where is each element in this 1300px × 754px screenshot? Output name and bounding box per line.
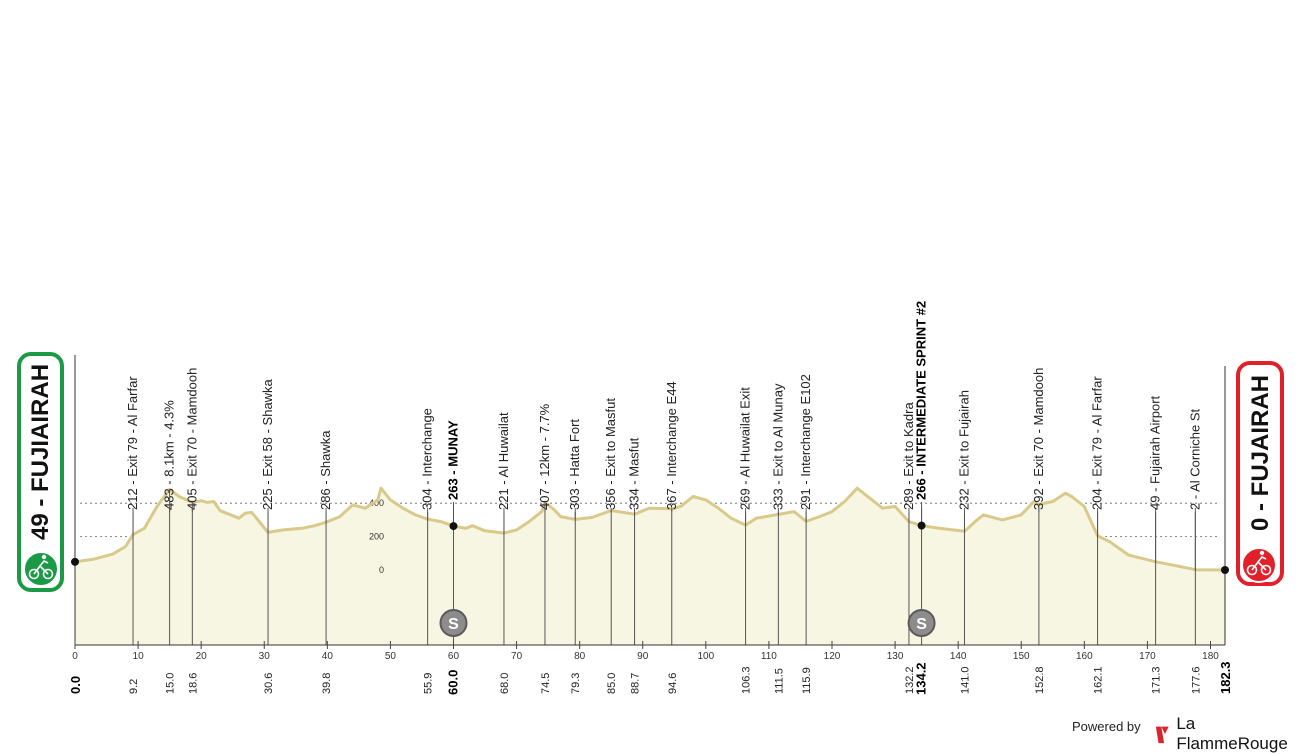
marker-km-label: 111.5 <box>773 668 785 694</box>
marker-km-label: 132.2 <box>904 666 916 694</box>
marker-km-label: 134.2 <box>914 662 929 695</box>
marker-label: 483 - 8.1km - 4.3% <box>162 400 177 510</box>
sprint-point <box>917 521 926 530</box>
flame-icon <box>1155 726 1169 744</box>
x-tick-label: 50 <box>385 651 397 662</box>
sprint-icon-letter: S <box>448 616 459 633</box>
x-tick-label: 100 <box>697 651 714 662</box>
altitude-tick-label: 0 <box>379 565 384 575</box>
marker-km-label: 141.0 <box>959 666 971 694</box>
x-tick-label: 140 <box>950 651 967 662</box>
marker-label: 204 - Exit 79 - Al Farfar <box>1090 376 1105 510</box>
x-tick-label: 170 <box>1139 651 1156 662</box>
marker-km-label: 30.6 <box>263 673 275 694</box>
x-tick-label: 10 <box>133 651 145 662</box>
sprint-icon-circle <box>439 609 468 637</box>
finish-badge-frame <box>1236 361 1284 586</box>
x-tick-label: 80 <box>574 651 586 662</box>
endpoint-dot <box>71 557 79 566</box>
marker-km-label: 106.3 <box>741 666 753 694</box>
marker-label: 356 - Exit to Masfut <box>603 398 618 510</box>
marker-km-label: 15.0 <box>165 673 177 694</box>
marker-km-label: 152.8 <box>1034 666 1046 694</box>
endpoint-km-label: 0.0 <box>68 676 83 694</box>
marker-km-label: 162.1 <box>1093 666 1105 694</box>
marker-km-label: 85.0 <box>606 673 618 694</box>
marker-km-label: 74.5 <box>540 673 552 694</box>
cyclist-finish-icon <box>1241 547 1277 583</box>
marker-label: 286 - Shawka <box>318 430 333 510</box>
marker-label: 212 - Exit 79 - Al Farfar <box>125 376 140 510</box>
profile-area: 0 200 400 <box>74 486 1226 645</box>
marker-label: 49 - Fujairah Airport <box>1148 395 1163 510</box>
altitude-tick-label: 200 <box>369 532 384 542</box>
endpoint-km-label: 182.3 <box>1218 661 1233 694</box>
altitude-tick-label: 400 <box>369 498 384 508</box>
marker-km-label: 39.8 <box>321 673 333 694</box>
brand-logo[interactable]: La FlammeRouge <box>1154 714 1300 754</box>
marker-km-label: 18.6 <box>187 673 199 694</box>
marker-label: 303 - Hatta Fort <box>567 419 582 510</box>
start-badge-frame <box>17 352 64 592</box>
finish-badge: 0 - FUJAIRAH <box>1236 361 1284 586</box>
marker-label: 304 - Interchange <box>420 408 435 510</box>
x-tick-label: 130 <box>887 651 904 662</box>
x-tick-label: 180 <box>1202 651 1219 662</box>
endpoint-layer: 0.0 182.3 <box>68 557 1233 694</box>
sprint-point <box>449 522 458 531</box>
x-tick-label: 30 <box>259 651 271 662</box>
sprint-icon-letter: S <box>916 616 927 633</box>
finish-badge-label: 0 - FUJAIRAH <box>1247 375 1274 531</box>
marker-label: 405 - Exit 70 - Mamdooh <box>184 368 199 510</box>
powered-by-text: Powered by <box>1072 719 1141 734</box>
marker-label: 289 - Exit to Kadra <box>901 402 916 510</box>
marker-km-label: 94.6 <box>667 673 679 694</box>
marker-label: 221 - Al Huwailat <box>496 412 511 510</box>
x-tick-label: 90 <box>637 651 649 662</box>
marker-label: 407 - 12km - 7.7% <box>537 403 552 510</box>
marker-km-label: 55.9 <box>423 673 435 694</box>
start-badge: 49 - FUJIAIRAH <box>17 352 64 592</box>
distance-axis: 0 10 20 30 40 50 60 70 80 90 100 110 120 130 140 150 160… <box>72 355 1226 662</box>
marker-label: 2 - Al Corniche St <box>1187 408 1202 510</box>
x-tick-label: 70 <box>511 651 523 662</box>
x-tick-label: 150 <box>1013 651 1030 662</box>
marker-label: 225 - Exit 58 - Shawka <box>260 378 275 510</box>
brand-name: La FlammeRouge <box>1176 714 1288 753</box>
endpoint-dot <box>1221 566 1229 574</box>
x-tick-label: 20 <box>196 651 208 662</box>
marker-label: 263 - MUNAY <box>445 420 460 500</box>
marker-label: 334 - Masfut <box>627 437 642 510</box>
x-tick-label: 110 <box>761 651 777 662</box>
marker-km-label: 171.3 <box>1151 666 1163 694</box>
marker-label: 266 - INTERMEDIATE SPRINT #2 <box>914 301 929 500</box>
marker-layer: 212 - Exit 79 - Al Farfar 9.2 483 - 8.1km … <box>125 301 1202 695</box>
cyclist-start-icon <box>23 551 59 587</box>
marker-label: 392 - Exit 70 - Mamdooh <box>1031 368 1046 510</box>
x-tick-label: 60 <box>448 651 460 662</box>
marker-km-label: 79.3 <box>570 673 582 694</box>
marker-km-label: 60.0 <box>445 670 460 695</box>
x-tick-label: 160 <box>1076 651 1093 662</box>
marker-km-label: 177.6 <box>1190 666 1202 694</box>
marker-km-label: 9.2 <box>128 679 140 694</box>
sprint-icon: S <box>907 609 936 637</box>
x-tick-label: 0 <box>72 651 78 662</box>
start-badge-label: 49 - FUJIAIRAH <box>27 364 54 540</box>
x-tick-label: 120 <box>824 651 841 662</box>
sprint-icon-circle <box>907 609 936 637</box>
marker-label: 291 - Interchange E102 <box>798 374 813 510</box>
sprint-icon: S <box>439 609 468 637</box>
marker-label: 333 - Exit to Al Munay <box>770 383 785 510</box>
marker-label: 232 - Exit to Fujairah <box>956 390 971 510</box>
marker-km-label: 115.9 <box>801 667 813 694</box>
marker-label: 269 - Al Huwailat Exit <box>738 387 753 510</box>
marker-km-label: 88.7 <box>630 673 642 694</box>
marker-km-label: 68.0 <box>499 673 511 694</box>
marker-label: 367 - Interchange E44 <box>664 381 679 510</box>
x-tick-label: 40 <box>322 651 334 662</box>
profile-line <box>74 486 1226 572</box>
profile-fill <box>75 488 1225 645</box>
